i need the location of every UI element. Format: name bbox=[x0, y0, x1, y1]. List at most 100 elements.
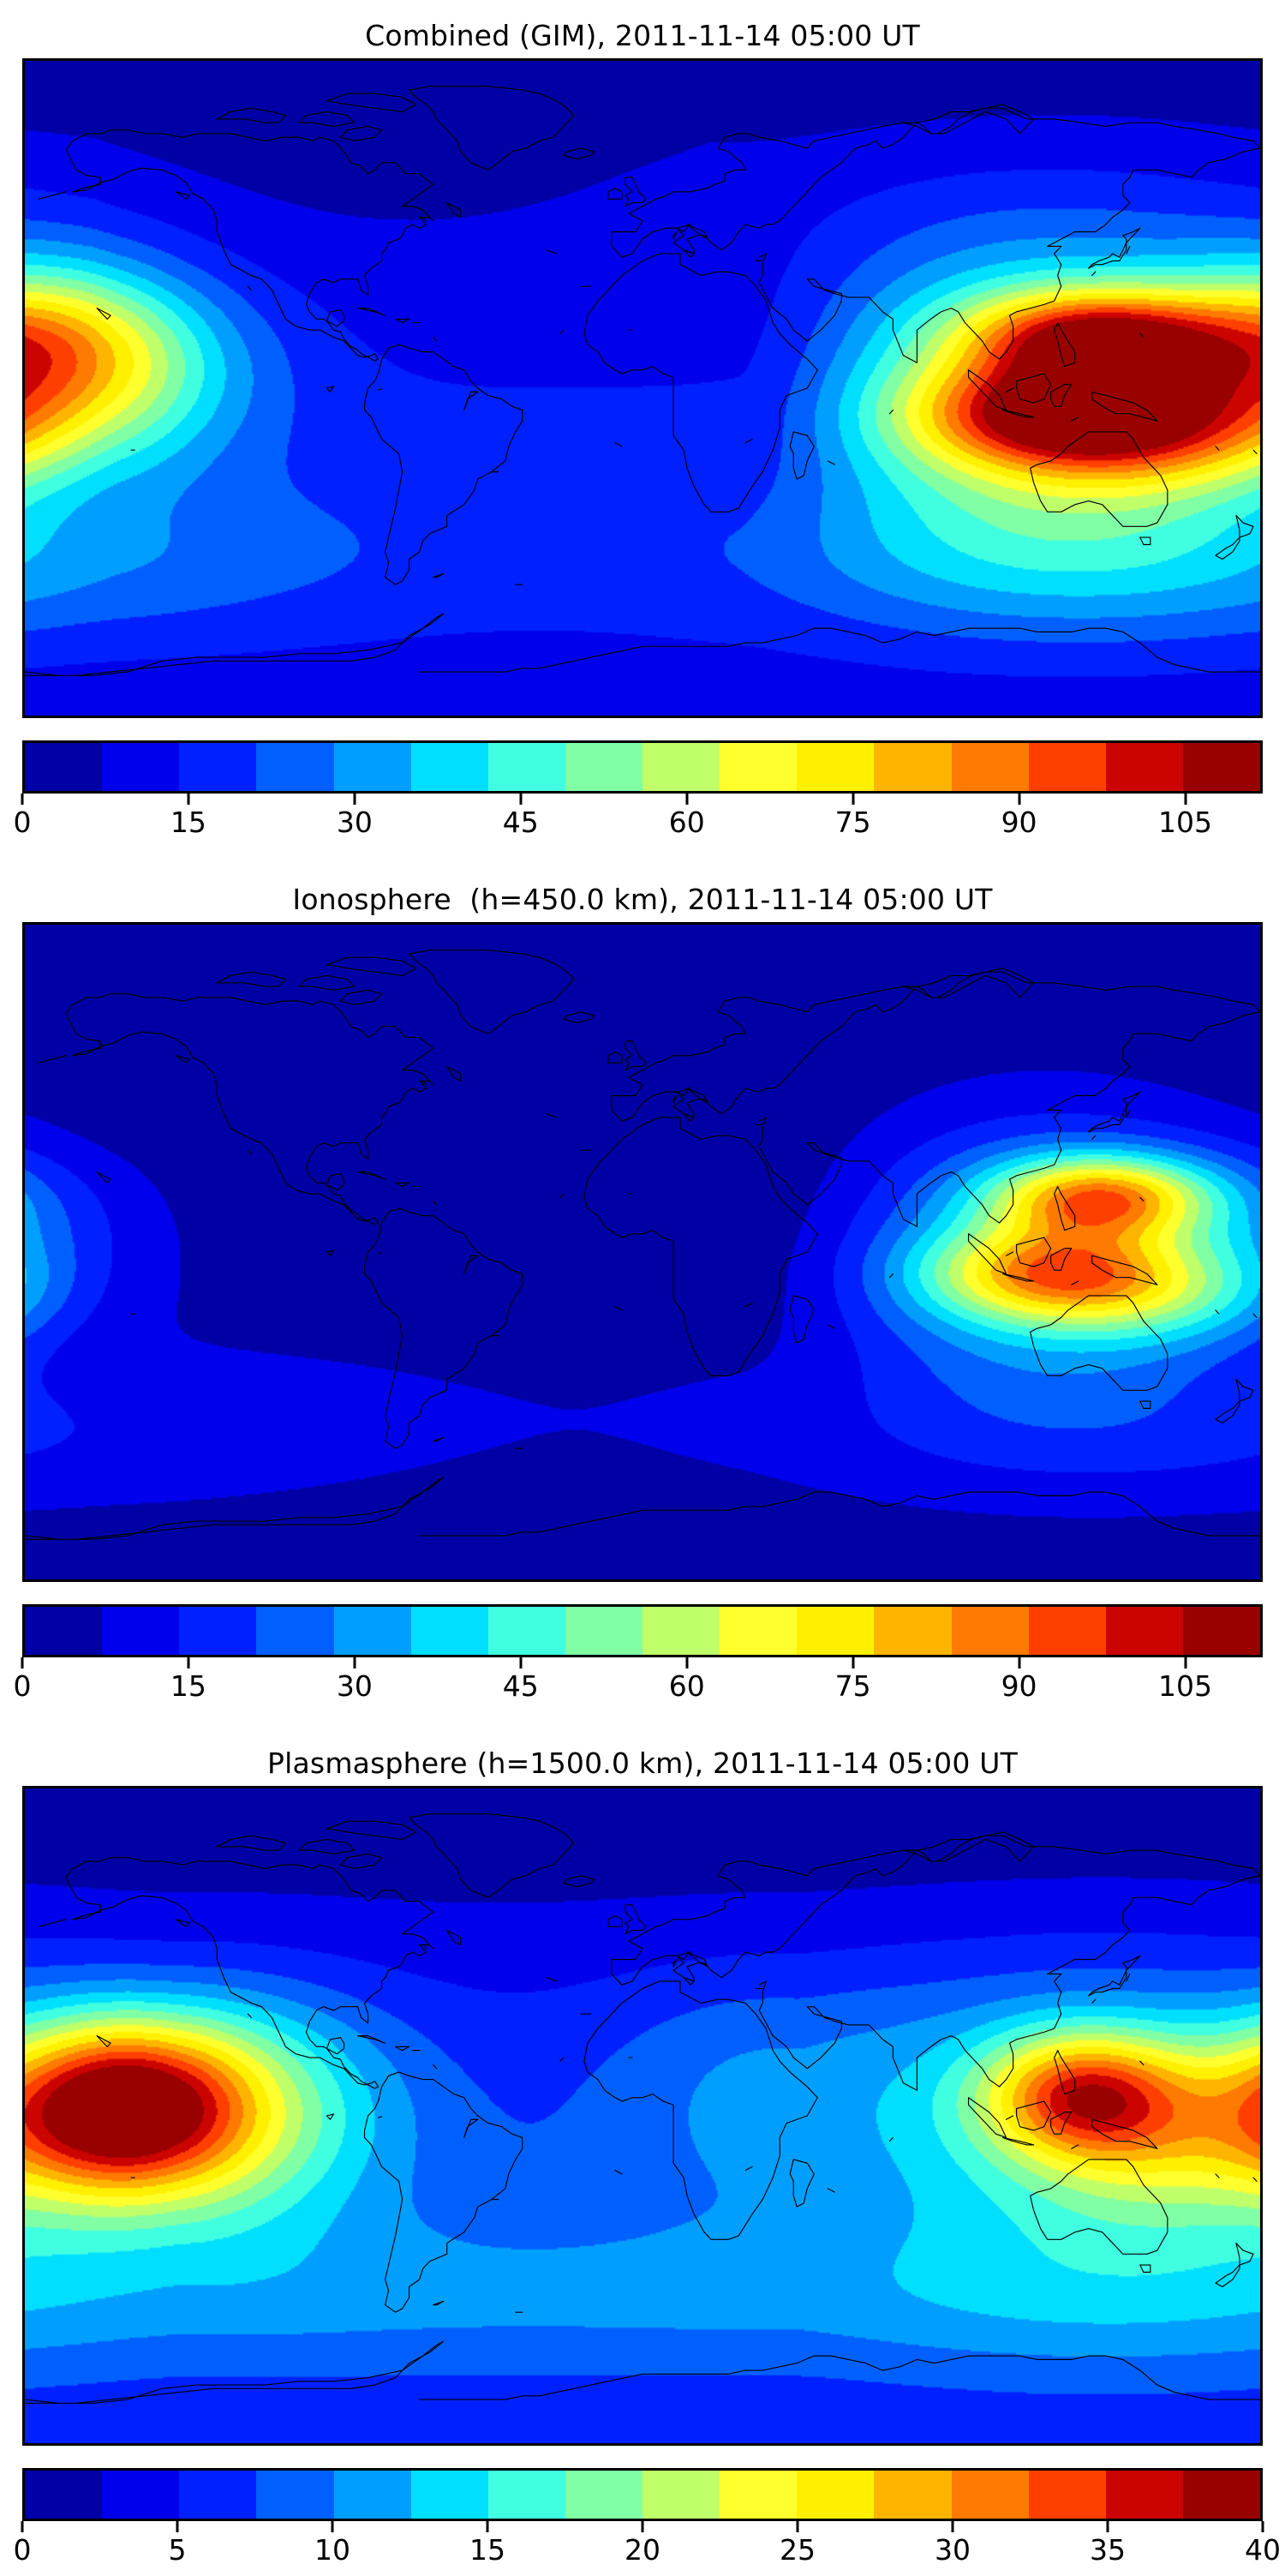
colorbar-tick-label: 25 bbox=[780, 2533, 816, 2567]
colorbar-tick-mark bbox=[641, 2521, 644, 2532]
coastline-path bbox=[420, 628, 1260, 672]
coastline-path bbox=[1089, 228, 1140, 268]
coastline-path bbox=[560, 330, 564, 333]
panel-ionosphere: Ionosphere (h=450.0 km), 2011-11-14 05:0… bbox=[0, 883, 1285, 1703]
coastline-path bbox=[365, 1208, 523, 1448]
colorbar-ticks-ionosphere: 0 15 30 45 60 75 90 105 bbox=[14, 1657, 1263, 1712]
colorbar-tick-label: 105 bbox=[1158, 1669, 1212, 1703]
colorbar-segment bbox=[720, 1607, 798, 1655]
tec-field-combined bbox=[25, 61, 1260, 716]
coastline-path bbox=[97, 2036, 111, 2047]
coastline-path bbox=[1055, 1187, 1075, 1231]
coastline-path bbox=[66, 1858, 433, 2089]
coastline-path bbox=[673, 1095, 677, 1102]
coastline-path bbox=[625, 1905, 646, 1934]
colorbar-segment bbox=[1105, 1607, 1183, 1655]
coastline-path bbox=[1007, 2116, 1013, 2119]
coastline-path bbox=[625, 1041, 646, 1070]
coastline-path bbox=[409, 950, 574, 1034]
coastline-path bbox=[396, 319, 409, 322]
coastline-path bbox=[409, 87, 574, 171]
colorbar-segment bbox=[179, 2471, 257, 2519]
coastline-path bbox=[326, 957, 415, 975]
colorbar-tick-label: 15 bbox=[469, 2533, 505, 2567]
colorbar-tick-label: 45 bbox=[502, 1669, 539, 1703]
colorbar-segment bbox=[1028, 743, 1106, 791]
coastline-path bbox=[1089, 1092, 1140, 1132]
coastline-path bbox=[625, 177, 646, 207]
colorbar-wrap-plasmasphere: 0 5 10 15 20 25 30 35 40 bbox=[14, 2468, 1281, 2567]
colorbar-tick-label: 90 bbox=[1001, 1669, 1037, 1703]
coastline-path bbox=[97, 1172, 111, 1183]
coastline-path bbox=[1092, 1135, 1096, 1139]
coastline-path bbox=[1092, 272, 1096, 275]
colorbar-tick-label: 20 bbox=[625, 2533, 660, 2567]
coastline-path bbox=[608, 189, 622, 200]
colorbar-tick-label: 15 bbox=[170, 1669, 206, 1703]
coastline-path bbox=[584, 254, 817, 512]
coastline-path bbox=[745, 2166, 752, 2170]
colorbar-tick-mark bbox=[21, 2521, 24, 2532]
coastline-path bbox=[396, 1183, 409, 1186]
coastline-path bbox=[564, 1012, 595, 1023]
colorbar-segment bbox=[642, 743, 720, 791]
colorbar-tick-label: 30 bbox=[336, 806, 373, 839]
colorbar-segment bbox=[1182, 1607, 1260, 1655]
colorbar-segment bbox=[487, 1607, 565, 1655]
coastline-path bbox=[1055, 2051, 1075, 2094]
colorbar-tick-mark bbox=[21, 1657, 24, 1668]
coastline-path bbox=[39, 1920, 66, 1926]
coastline-path bbox=[1253, 2178, 1257, 2181]
colorbar-segment bbox=[256, 2471, 334, 2519]
colorbar-tick-mark bbox=[187, 1657, 190, 1668]
colorbar-tick-mark bbox=[796, 2521, 799, 2532]
colorbar-tick-mark bbox=[1106, 2521, 1109, 2532]
coastline-path bbox=[1017, 2101, 1051, 2130]
colorbar-tick-mark bbox=[852, 1657, 855, 1668]
coastline-path bbox=[673, 231, 677, 238]
colorbar-segment bbox=[720, 743, 798, 791]
colorbar-wrap-ionosphere: 0 15 30 45 60 75 90 105 bbox=[14, 1604, 1263, 1703]
coastline-path bbox=[420, 2356, 1260, 2399]
colorbar-segment bbox=[256, 743, 334, 791]
coastline-path bbox=[828, 2189, 834, 2192]
coastline-path bbox=[612, 1850, 917, 1985]
colorbar-combined[interactable] bbox=[22, 740, 1263, 794]
coastline-path bbox=[66, 994, 433, 1225]
coastline-path bbox=[1140, 2061, 1144, 2064]
coastline-path bbox=[1003, 2137, 1034, 2144]
coastline-path bbox=[326, 2114, 333, 2119]
coastline-overlay-ionosphere bbox=[25, 925, 1260, 1579]
coastline-path bbox=[464, 1255, 478, 1273]
coastline-path bbox=[584, 1981, 817, 2239]
colorbar-segment bbox=[25, 2471, 103, 2519]
panel-title-ionosphere: Ionosphere (h=450.0 km), 2011-11-14 05:0… bbox=[292, 883, 993, 916]
coastline-path bbox=[1003, 1273, 1034, 1280]
colorbar-tick-label: 60 bbox=[668, 1669, 705, 1703]
colorbar-tick-mark bbox=[176, 2521, 179, 2532]
colorbar-segment bbox=[487, 2471, 565, 2519]
coastline-path bbox=[464, 2119, 478, 2137]
coastline-path bbox=[1140, 333, 1144, 337]
colorbar-tick-mark bbox=[187, 794, 190, 805]
coastline-path bbox=[969, 1234, 1007, 1274]
coastline-path bbox=[615, 1307, 622, 1310]
colorbar-ionosphere[interactable] bbox=[22, 1604, 1263, 1657]
coastline-path bbox=[420, 1492, 1260, 1536]
map-axes-plasmasphere bbox=[22, 1786, 1263, 2446]
coastline-path bbox=[608, 1916, 622, 1927]
colorbar-segment bbox=[1105, 743, 1183, 791]
colorbar-segment bbox=[410, 743, 488, 791]
coastline-path bbox=[1017, 374, 1051, 403]
coastline-path bbox=[1140, 1401, 1151, 1408]
colorbar-segment bbox=[1028, 2471, 1106, 2519]
coastline-path bbox=[433, 1437, 444, 1441]
coastline-path bbox=[176, 1920, 189, 1926]
colorbar-segment bbox=[951, 1607, 1029, 1655]
coastline-path bbox=[759, 105, 1260, 362]
coastline-path bbox=[248, 1150, 251, 1153]
colorbar-plasmasphere[interactable] bbox=[22, 2468, 1263, 2521]
coastline-path bbox=[341, 126, 382, 141]
colorbar-segment bbox=[874, 1607, 952, 1655]
colorbar-segment bbox=[333, 1607, 411, 1655]
